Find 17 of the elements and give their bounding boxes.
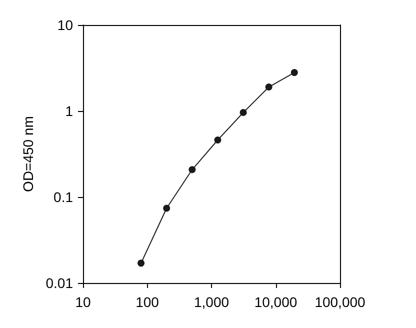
point	[163, 204, 170, 212]
y-tick-label: 10	[57, 17, 74, 33]
point	[265, 84, 272, 91]
point	[188, 166, 196, 174]
x-tick-label: 100	[136, 294, 160, 310]
point	[138, 260, 145, 267]
x-tick-label: 100,000	[314, 294, 366, 310]
point	[240, 109, 247, 116]
y-tick-label: 0.01	[46, 275, 74, 291]
point	[214, 136, 222, 144]
x-tick-label: 10	[75, 294, 91, 310]
point	[290, 69, 298, 76]
y-axis-title: OD=450 nm	[20, 116, 36, 192]
y-tick-label: 0.1	[54, 189, 74, 205]
x-tick-label: 1,000	[194, 294, 230, 310]
x-tick-label: 10,000	[254, 294, 298, 310]
y-tick-label: 1	[65, 103, 74, 119]
